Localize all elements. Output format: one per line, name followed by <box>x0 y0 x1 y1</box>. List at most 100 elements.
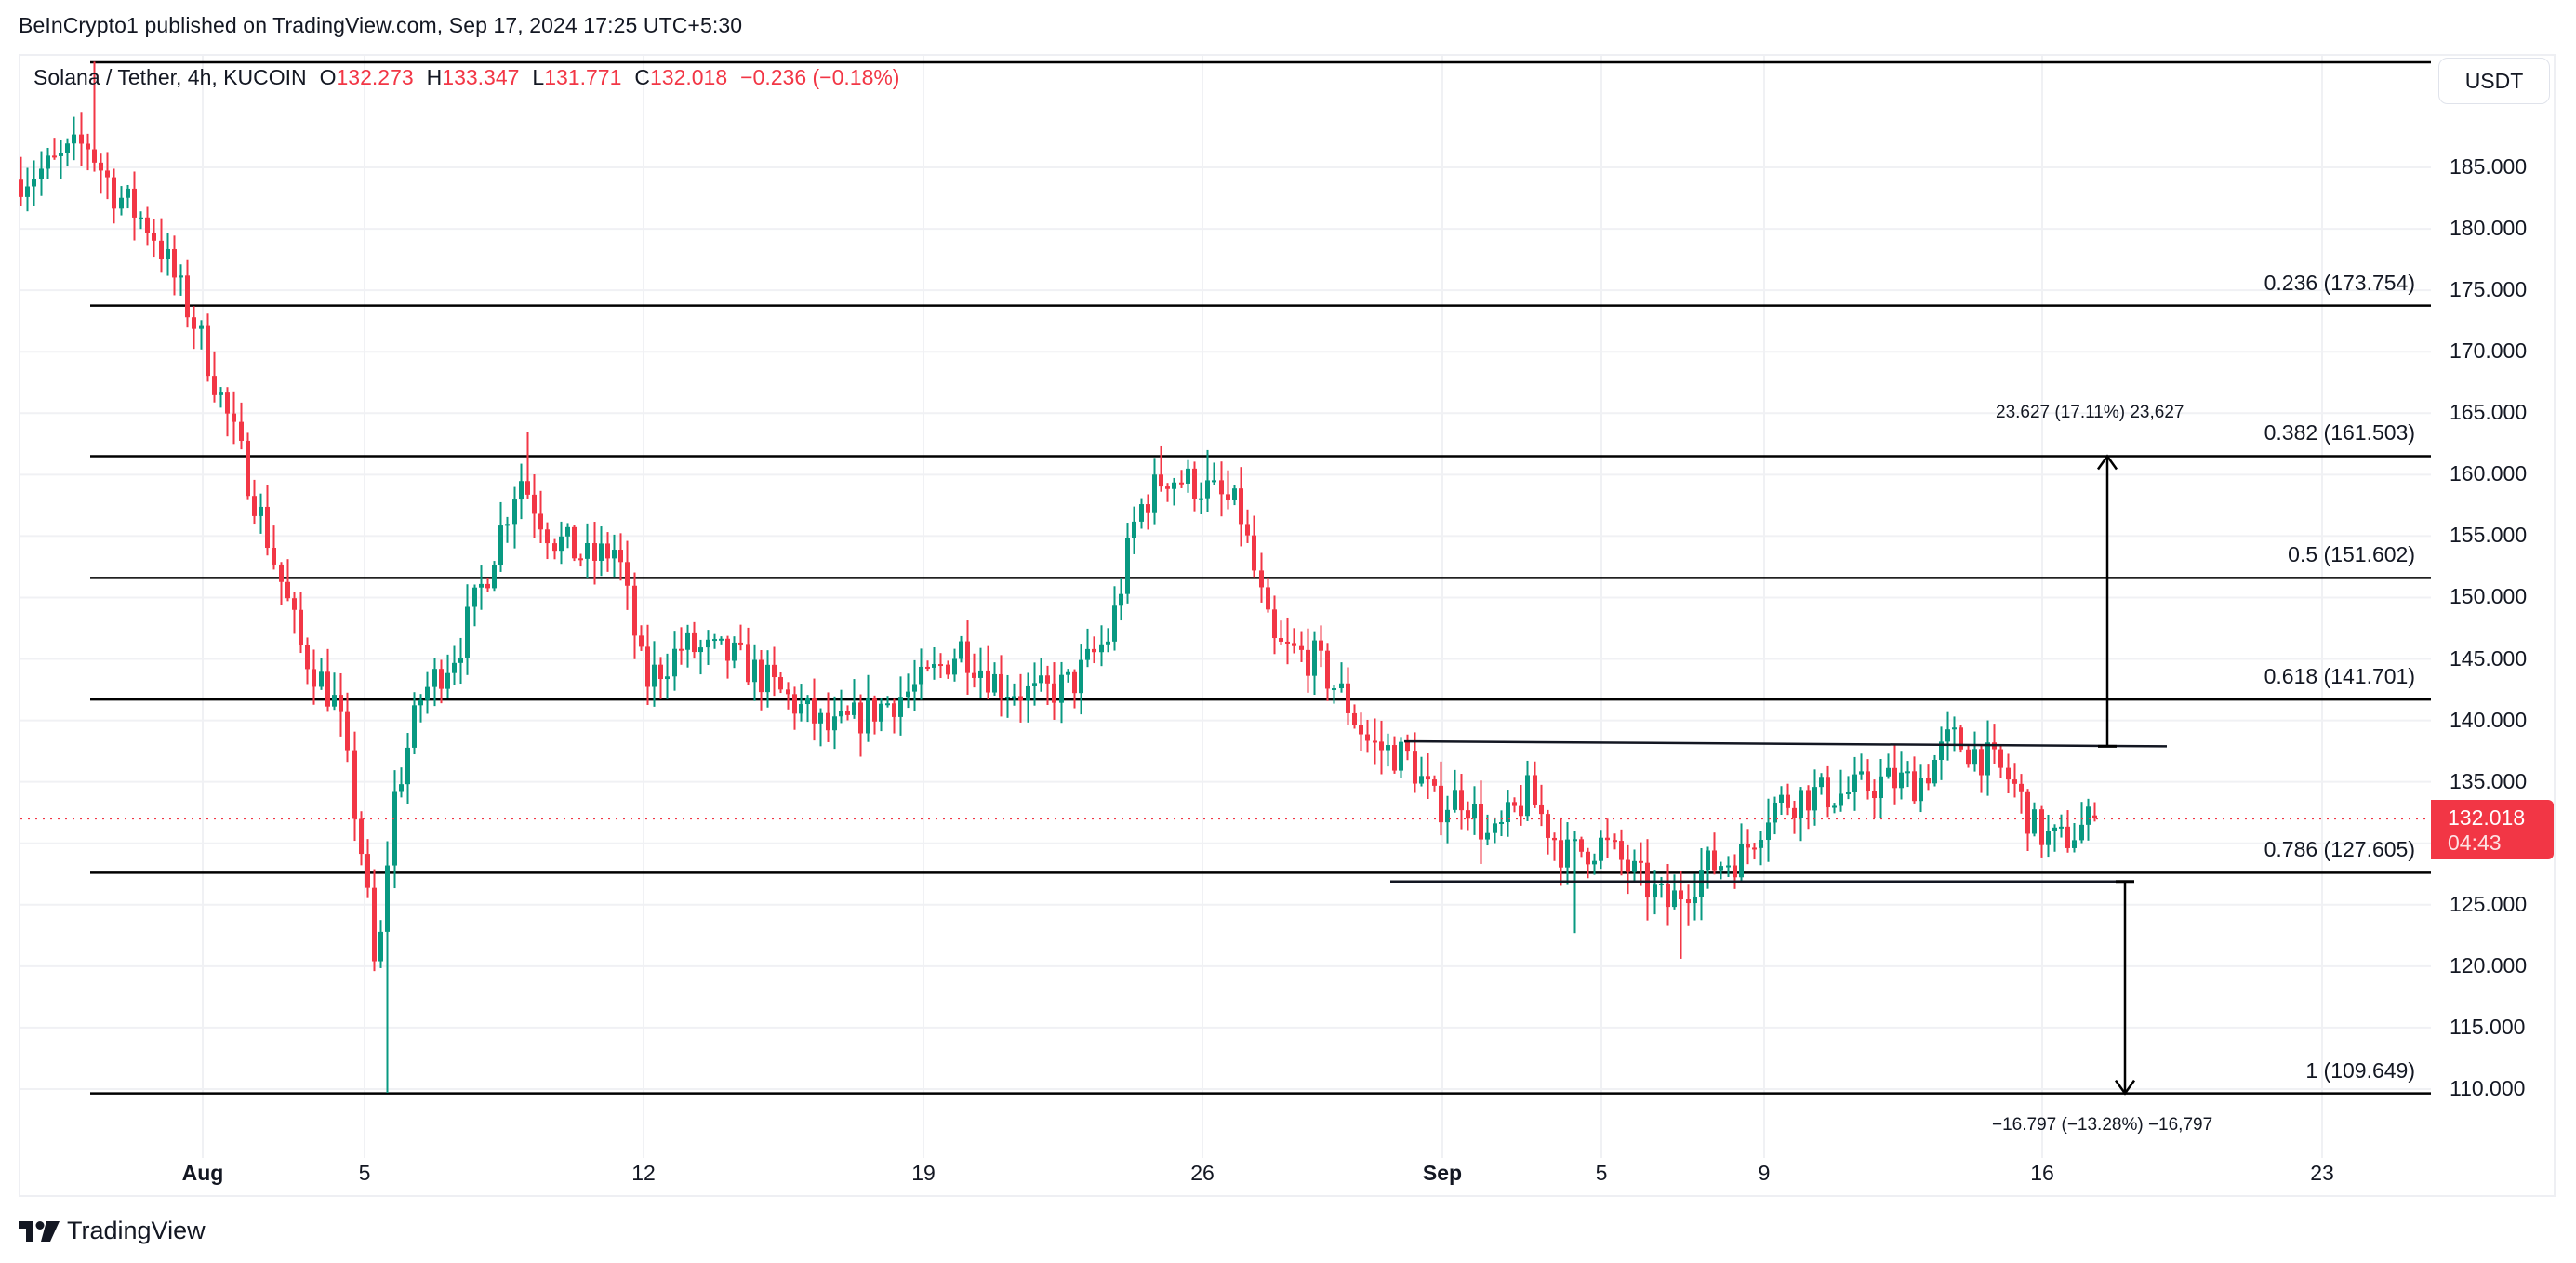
bearish-candle <box>845 711 850 715</box>
bearish-candle <box>372 887 377 962</box>
bullish-candle <box>472 587 477 607</box>
bullish-candle <box>179 275 183 278</box>
tradingview-logo[interactable]: TradingView <box>19 1216 206 1245</box>
bullish-candle <box>1026 685 1030 701</box>
bullish-candle <box>565 526 570 537</box>
price-tick-label: 150.000 <box>2450 584 2528 609</box>
symbol-name[interactable]: Solana / Tether, 4h, KUCOIN <box>33 65 307 89</box>
bullish-candle <box>1205 480 1210 499</box>
bullish-candle <box>1693 897 1697 904</box>
bullish-candle <box>1172 482 1176 489</box>
bearish-candle <box>52 155 57 158</box>
bullish-candle <box>1859 771 1864 775</box>
bullish-candle <box>519 481 524 500</box>
bearish-candle <box>1466 810 1470 819</box>
bullish-candle <box>1186 468 1190 484</box>
bearish-candle <box>2025 791 2030 834</box>
bearish-candle <box>1259 570 1264 588</box>
candles <box>19 61 2097 1093</box>
bullish-candle <box>932 664 936 668</box>
bearish-candle <box>439 669 444 689</box>
bullish-candle <box>332 695 337 707</box>
bullish-candle <box>839 711 843 717</box>
bearish-candle <box>1519 805 1523 817</box>
bearish-candle <box>132 188 137 218</box>
bullish-candle <box>652 664 657 687</box>
bullish-candle <box>199 325 204 329</box>
bullish-candle <box>1312 640 1317 676</box>
bullish-candle <box>1112 605 1117 642</box>
bearish-candle <box>892 703 896 717</box>
bullish-candle <box>1132 521 1136 538</box>
fib-level-label: 0.382 (161.503) <box>2264 420 2415 445</box>
bearish-candle <box>545 529 550 544</box>
bullish-candle <box>1232 488 1237 500</box>
time-tick-label: 12 <box>631 1161 656 1185</box>
close-value: 132.018 <box>649 65 728 89</box>
price-tick-label: 145.000 <box>2450 645 2528 671</box>
bearish-candle <box>625 562 630 586</box>
bullish-candle <box>698 647 703 653</box>
bearish-candle <box>1146 504 1150 513</box>
bullish-candle <box>1726 865 1731 868</box>
price-tick-label: 170.000 <box>2450 339 2528 364</box>
time-tick-label: 5 <box>358 1161 371 1185</box>
bearish-candle <box>2092 815 2097 819</box>
bullish-candle <box>1766 822 1771 841</box>
bullish-candle <box>1012 696 1016 698</box>
annotations <box>20 454 2431 1096</box>
bullish-candle <box>1079 659 1083 694</box>
bearish-candle <box>1605 837 1610 841</box>
bullish-candle <box>1445 809 1450 823</box>
bullish-candle <box>1659 883 1664 885</box>
bearish-candle <box>1045 675 1050 684</box>
bullish-candle <box>498 525 503 565</box>
bearish-candle <box>1539 804 1544 815</box>
bullish-candle <box>492 565 497 589</box>
bullish-candle <box>1499 821 1504 824</box>
bullish-candle <box>1719 866 1723 871</box>
bearish-candle <box>1966 749 1971 765</box>
bearish-candle <box>1579 839 1584 852</box>
bullish-candle <box>72 134 76 144</box>
bearish-candle <box>532 494 537 514</box>
grid-lines <box>20 56 2431 1158</box>
bullish-candle <box>1939 741 1944 761</box>
bullish-candle <box>1832 805 1837 808</box>
bullish-candle <box>2046 831 2051 845</box>
bearish-candle <box>538 513 543 530</box>
bearish-candle <box>1426 776 1430 780</box>
bullish-candle <box>392 791 397 866</box>
bearish-candle <box>1712 850 1717 871</box>
bearish-candle <box>485 583 490 589</box>
bearish-candle <box>1272 609 1277 639</box>
bearish-candle <box>1826 777 1830 808</box>
bearish-candle <box>746 644 750 683</box>
bearish-candle <box>239 421 244 441</box>
bearish-candle <box>1639 860 1643 863</box>
bullish-candle <box>1599 837 1603 861</box>
bullish-candle <box>418 699 423 706</box>
bearish-candle <box>1786 794 1790 808</box>
currency-button[interactable]: USDT <box>2438 58 2550 104</box>
bullish-candle <box>512 499 517 525</box>
bullish-candle <box>425 686 430 700</box>
bearish-candle <box>232 413 236 422</box>
bearish-candle <box>185 275 190 318</box>
bearish-candle <box>1806 790 1811 811</box>
bearish-candle <box>1279 638 1283 642</box>
bearish-candle <box>578 558 583 561</box>
change-value: −0.236 (−0.18%) <box>740 65 900 89</box>
bullish-candle <box>445 672 450 689</box>
bearish-candle <box>1392 745 1397 771</box>
chart-pane[interactable] <box>19 54 2556 1197</box>
price-tick-label: 135.000 <box>2450 768 2528 793</box>
bearish-candle <box>212 376 217 395</box>
bullish-candle <box>1339 683 1344 689</box>
bearish-candle <box>19 179 23 197</box>
bearish-candle <box>1533 775 1537 805</box>
bearish-candle <box>1266 587 1270 610</box>
bearish-candle <box>192 317 196 329</box>
bearish-candle <box>1018 696 1023 701</box>
